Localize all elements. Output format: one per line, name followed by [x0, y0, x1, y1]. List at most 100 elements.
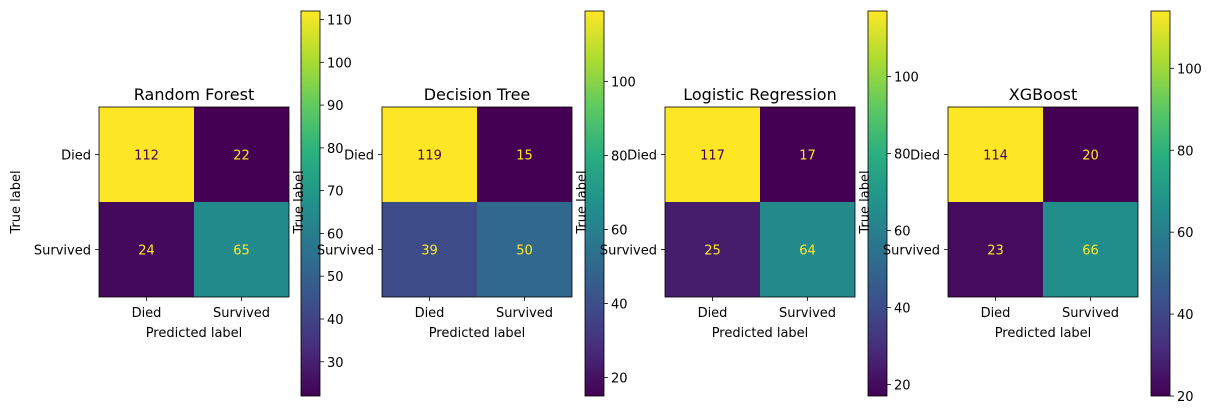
colorbar	[1151, 11, 1170, 396]
colorbar-tick-label: 90	[327, 99, 344, 114]
cell-value-label: 22	[233, 149, 250, 164]
heatmap-cell	[760, 202, 855, 297]
x-tick-label: Died	[981, 306, 1011, 321]
heatmap-frame	[381, 106, 573, 298]
confusion-matrix-panel: 114 20 23 66 Died Survived Died Survived XGBoost…	[858, 10, 1202, 405]
heatmap-cell	[760, 107, 855, 202]
y-axis-label: True label	[9, 170, 24, 234]
heatmap-cell	[477, 202, 572, 297]
colorbar-tick-label: 80	[611, 149, 628, 164]
heatmap-cell	[382, 202, 477, 297]
heatmap-cell	[99, 107, 194, 202]
colorbar-tick-label: 40	[327, 313, 344, 328]
heatmap-cell	[194, 202, 289, 297]
colorbar-tick-label: 40	[611, 297, 628, 312]
y-tick-label: Survived	[317, 244, 374, 259]
cell-value-label: 17	[799, 149, 816, 164]
heatmap-cell	[99, 202, 194, 297]
cell-value-label: 119	[417, 149, 442, 164]
x-tick-label: Died	[132, 306, 162, 321]
x-tick-label: Survived	[496, 306, 553, 321]
heatmap-cell	[194, 107, 289, 202]
cell-value-label: 39	[421, 244, 438, 259]
colorbar-frame	[1150, 10, 1171, 397]
colorbar-tick-label: 60	[1177, 226, 1194, 241]
x-tick-label: Survived	[779, 306, 836, 321]
colorbar-frame	[867, 10, 888, 397]
colorbar-tick-label: 100	[1177, 62, 1202, 77]
confusion-matrix-panel: 117 17 25 64 Died Survived Died Survived Logisti…	[575, 10, 919, 397]
cell-value-label: 66	[1082, 244, 1099, 259]
cell-value-label: 112	[134, 149, 159, 164]
cell-value-label: 50	[516, 244, 533, 259]
plot-title: XGBoost	[1009, 85, 1078, 104]
cell-value-label: 15	[516, 149, 533, 164]
colorbar-tick-label: 80	[1177, 144, 1194, 159]
confusion-matrix-panel: 119 15 39 50 Died Survived Died Survived Decisio…	[292, 10, 636, 397]
heatmap-cell	[382, 107, 477, 202]
cell-value-label: 117	[700, 149, 725, 164]
colorbar-tick-label: 40	[1177, 308, 1194, 323]
colorbar	[585, 11, 604, 396]
cell-value-label: 20	[1082, 149, 1099, 164]
colorbar-tick-label: 110	[327, 14, 352, 29]
y-tick-label: Survived	[34, 244, 91, 259]
cell-value-label: 64	[799, 244, 816, 259]
colorbar-tick-label: 80	[894, 147, 911, 162]
heatmap-cell	[1043, 107, 1138, 202]
x-tick-label: Survived	[213, 306, 270, 321]
colorbar-tick-label: 60	[327, 227, 344, 242]
y-tick-label: Died	[627, 149, 657, 164]
colorbar-tick-label: 100	[327, 56, 352, 71]
x-axis-label: Predicted label	[146, 326, 243, 341]
heatmap-frame	[664, 106, 856, 298]
colorbar	[301, 11, 320, 396]
colorbar-tick-label: 60	[894, 224, 911, 239]
colorbar-tick-label: 50	[327, 270, 344, 285]
y-axis-label: True label	[858, 170, 873, 234]
plot-title: Decision Tree	[424, 85, 531, 104]
x-tick-label: Survived	[1062, 306, 1119, 321]
y-tick-label: Died	[910, 149, 940, 164]
heatmap-cell	[665, 202, 760, 297]
cell-value-label: 23	[987, 244, 1004, 259]
heatmap-cell	[948, 202, 1043, 297]
x-axis-label: Predicted label	[995, 326, 1092, 341]
colorbar-tick-label: 80	[327, 142, 344, 157]
colorbar-tick-label: 70	[327, 185, 344, 200]
colorbar-tick-label: 40	[894, 301, 911, 316]
plot-title: Logistic Regression	[683, 85, 836, 104]
heatmap-cell	[665, 107, 760, 202]
colorbar-tick-label: 20	[1177, 390, 1194, 405]
colorbar	[868, 11, 887, 396]
heatmap-cell	[1043, 202, 1138, 297]
heatmap-cell	[477, 107, 572, 202]
x-tick-label: Died	[415, 306, 445, 321]
colorbar-tick-label: 100	[611, 75, 636, 90]
colorbar-tick-label: 60	[611, 223, 628, 238]
colorbar-tick-label: 20	[611, 371, 628, 386]
y-tick-label: Survived	[883, 244, 940, 259]
y-tick-label: Died	[344, 149, 374, 164]
cell-value-label: 24	[138, 244, 155, 259]
cell-value-label: 114	[983, 149, 1008, 164]
cell-value-label: 65	[233, 244, 250, 259]
cell-value-label: 25	[704, 244, 721, 259]
x-axis-label: Predicted label	[429, 326, 526, 341]
y-axis-label: True label	[292, 170, 307, 234]
y-axis-label: True label	[575, 170, 590, 234]
y-tick-label: Survived	[600, 244, 657, 259]
heatmap-cell	[948, 107, 1043, 202]
colorbar-frame	[300, 10, 321, 397]
colorbar-tick-label: 100	[894, 70, 919, 85]
y-tick-label: Died	[61, 149, 91, 164]
plot-title: Random Forest	[134, 85, 254, 104]
colorbar-tick-label: 30	[327, 356, 344, 371]
heatmap-frame	[98, 106, 290, 298]
colorbar-frame	[584, 10, 605, 397]
confusion-matrix-panel: 112 22 24 65 Died Survived Died Survived Random …	[9, 10, 352, 397]
heatmap-frame	[947, 106, 1139, 298]
colorbar-tick-label: 20	[894, 378, 911, 393]
x-axis-label: Predicted label	[712, 326, 809, 341]
